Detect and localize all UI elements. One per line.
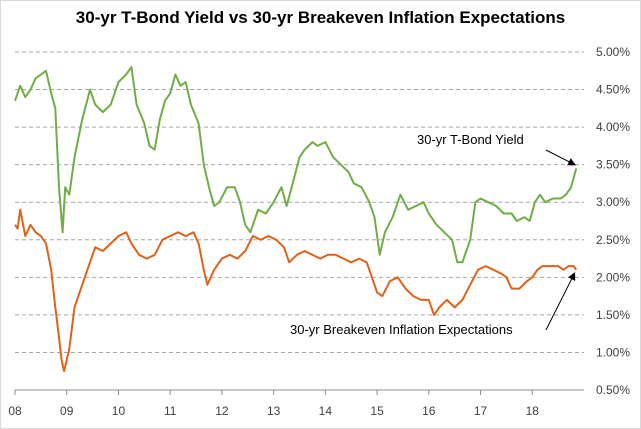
x-tick-label: 12 (215, 404, 229, 418)
y-tick-label: 3.50% (596, 158, 630, 172)
y-tick-label: 3.00% (596, 195, 630, 209)
annotation-breakeven: 30-yr Breakeven Inflation Expectations (290, 322, 513, 337)
x-tick-label: 08 (8, 404, 22, 418)
annotation-arrow-breakeven (545, 272, 576, 331)
x-tick-label: 18 (526, 404, 540, 418)
x-tick-label: 09 (60, 404, 74, 418)
x-tick-label: 11 (164, 404, 177, 418)
chart-title: 30-yr T-Bond Yield vs 30-yr Breakeven In… (75, 8, 566, 27)
y-tick-label: 2.50% (596, 233, 630, 247)
y-tick-label: 4.00% (596, 120, 630, 134)
y-tick-label: 0.50% (596, 383, 630, 397)
y-tick-label: 1.50% (596, 308, 630, 322)
x-tick-label: 13 (267, 404, 281, 418)
y-tick-label: 2.00% (596, 270, 630, 284)
y-tick-label: 1.00% (596, 345, 630, 359)
axes: 0.50% 1.00% 1.50% 2.00% 2.50% 3.00% 3.50% 4.00%… (8, 45, 630, 418)
series-line-tbond-yield (14, 66, 578, 264)
x-tick-label: 14 (319, 404, 333, 418)
annotation-arrow-tbond (545, 149, 577, 166)
y-tick-label: 4.50% (596, 83, 630, 97)
x-tick-label: 10 (112, 404, 126, 418)
x-tick-label: 16 (422, 404, 436, 418)
x-tick-label: 15 (370, 404, 384, 418)
gridlines (15, 51, 584, 353)
annotations: 30-yr T-Bond Yield 30-yr Breakeven Inflat… (290, 132, 577, 337)
y-tick-label: 5.00% (596, 45, 630, 59)
series-line-breakeven-inflation (14, 208, 578, 373)
x-tick-label: 17 (474, 404, 488, 418)
series (14, 66, 578, 373)
annotation-tbond-yield: 30-yr T-Bond Yield (417, 132, 524, 147)
